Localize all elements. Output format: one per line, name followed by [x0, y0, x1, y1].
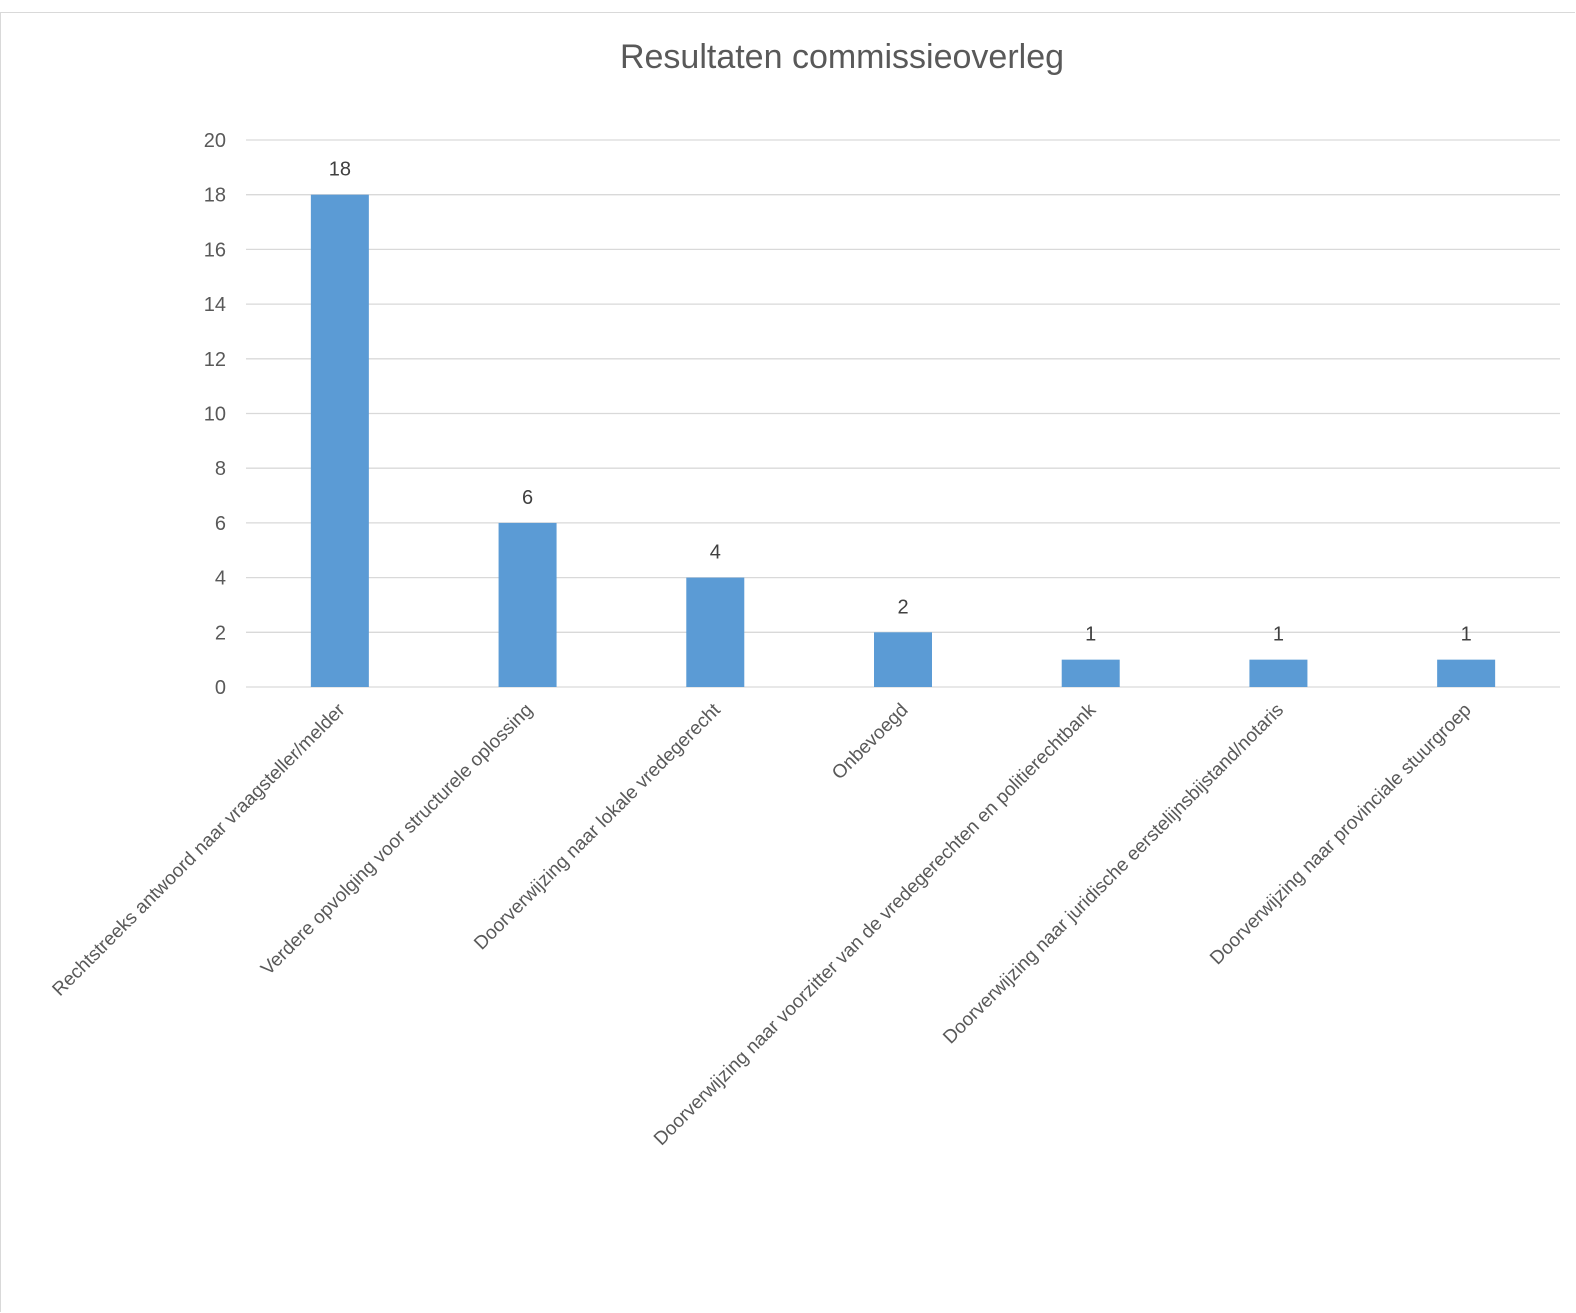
- y-tick-label: 18: [204, 185, 226, 207]
- data-label: 18: [329, 159, 351, 181]
- y-tick-label: 0: [215, 677, 226, 699]
- y-tick-label: 14: [204, 294, 226, 316]
- y-tick-label: 16: [204, 239, 226, 261]
- bar: [1437, 659, 1496, 687]
- x-category-label: Rechtstreeks antwoord naar vraagsteller/…: [49, 699, 350, 1000]
- data-label: 2: [897, 596, 908, 618]
- bar: [874, 632, 932, 687]
- data-label: 6: [522, 487, 533, 509]
- chart-title: Resultaten commissieoverleg: [620, 38, 1064, 76]
- bar: [686, 577, 745, 687]
- x-axis-labels: Rechtstreeks antwoord naar vraagsteller/…: [49, 699, 1476, 1150]
- bars: [310, 194, 1496, 687]
- data-label: 1: [1461, 624, 1472, 646]
- y-tick-label: 12: [204, 349, 226, 371]
- bar: [310, 194, 369, 687]
- bar: [498, 522, 557, 687]
- chart-frame: [0, 12, 1575, 1312]
- y-tick-label: 8: [215, 458, 226, 480]
- data-label: 1: [1273, 624, 1284, 646]
- y-tick-label: 4: [215, 568, 226, 590]
- bar: [1249, 659, 1308, 687]
- x-category-label: Doorverwijzing naar voorzitter van de vr…: [650, 699, 1101, 1150]
- bar: [1061, 659, 1120, 687]
- y-tick-label: 10: [204, 404, 226, 426]
- y-tick-label: 6: [215, 513, 226, 535]
- y-tick-label: 2: [215, 622, 226, 644]
- data-labels: 18 6 4 2 1 1 1: [329, 159, 1472, 646]
- y-tick-label: 20: [204, 130, 226, 152]
- y-axis-ticks: 0 2 4 6 8 10 12 14 16 18 20: [204, 130, 226, 699]
- data-label: 4: [710, 542, 721, 564]
- x-category-label: Onbevoegd: [828, 700, 912, 784]
- data-label: 1: [1085, 624, 1096, 646]
- x-category-label: Doorverwijzing naar juridische eerstelij…: [939, 700, 1288, 1049]
